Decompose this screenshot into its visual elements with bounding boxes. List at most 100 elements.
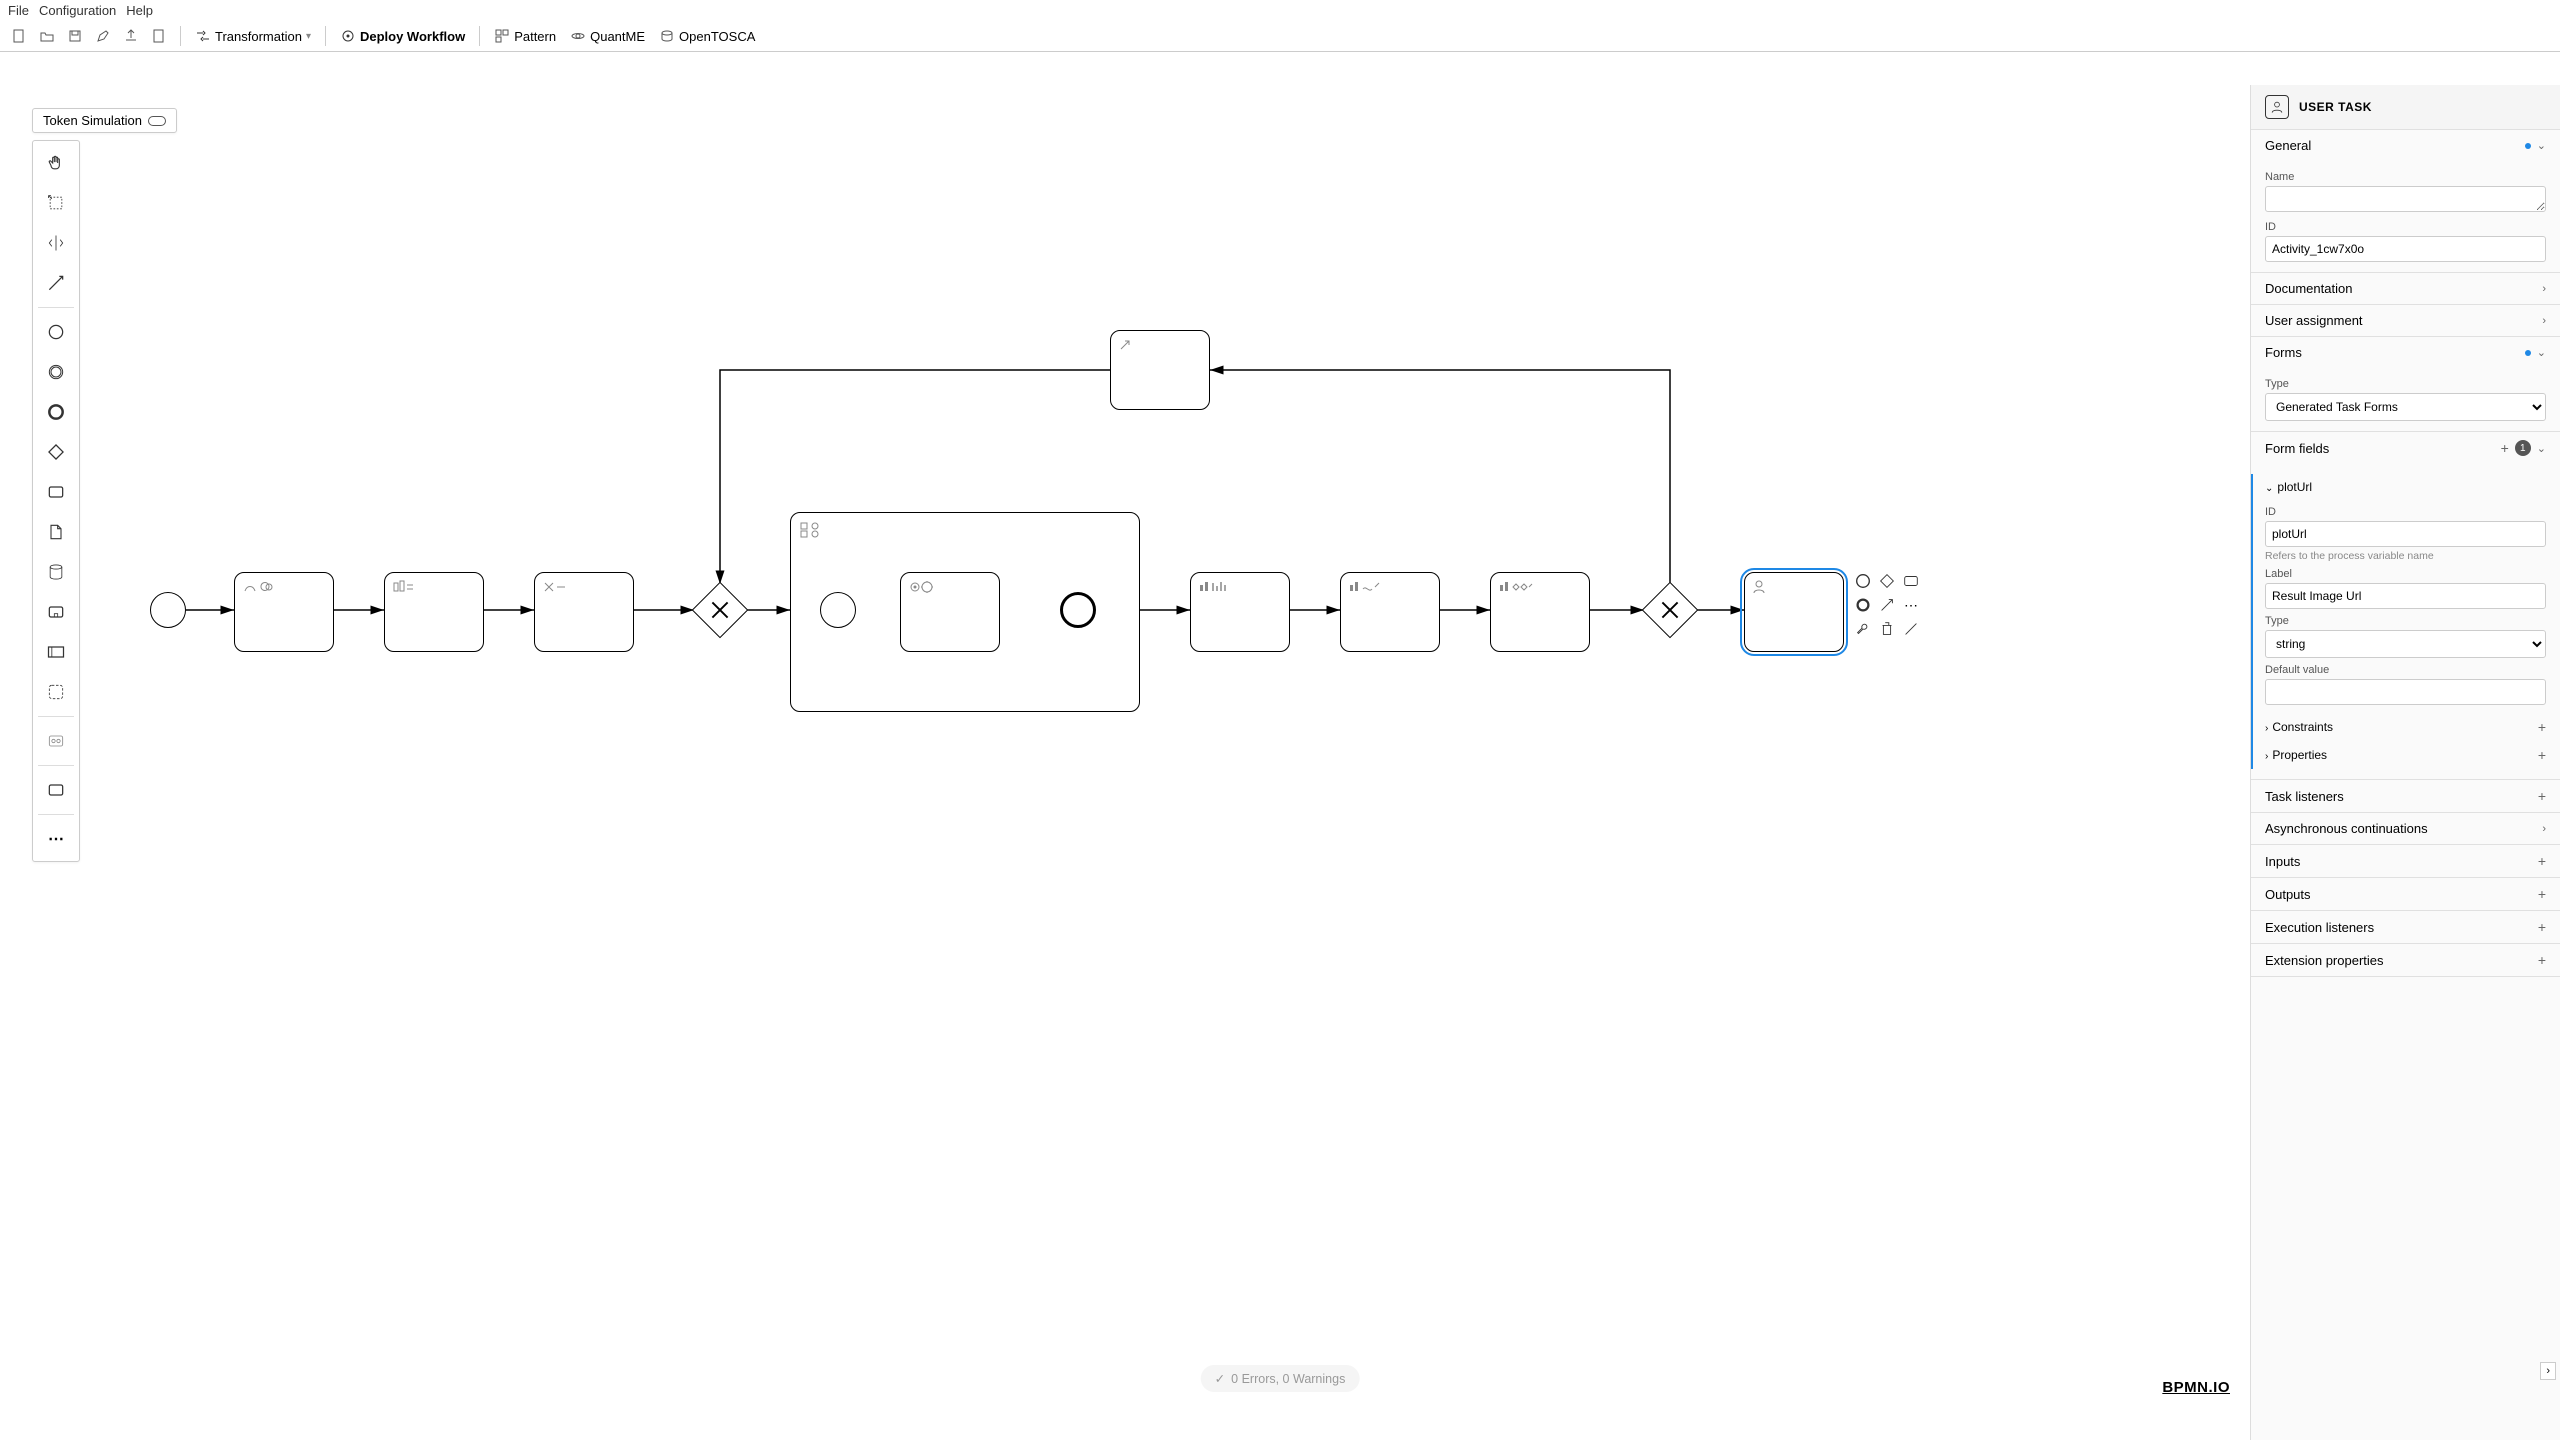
add-output-button[interactable]: +	[2538, 886, 2546, 902]
ff-id-input[interactable]	[2265, 521, 2546, 547]
group-async: Asynchronous continuations ›	[2251, 813, 2560, 845]
group-outputs-header[interactable]: Outputs +	[2251, 878, 2560, 910]
add-task-listener-button[interactable]: +	[2538, 788, 2546, 804]
constraints-header[interactable]: › Constraints +	[2265, 713, 2546, 741]
append-event-icon[interactable]	[1852, 570, 1874, 592]
ff-type-select[interactable]: string	[2265, 630, 2546, 658]
group-general: General ⌄ Name ID	[2251, 130, 2560, 273]
group-exec-listeners: Execution listeners +	[2251, 911, 2560, 944]
toolbar-separator	[479, 26, 480, 46]
collapse-panel-button[interactable]: ›	[2540, 1362, 2556, 1380]
bpmn-io-logo[interactable]: BPMN.IO	[2162, 1379, 2230, 1396]
group-ext-props-header[interactable]: Extension properties +	[2251, 944, 2560, 976]
status-bar[interactable]: ✓ 0 Errors, 0 Warnings	[1201, 1365, 1360, 1392]
add-form-field-button[interactable]: +	[2501, 440, 2509, 456]
ff-label-input[interactable]	[2265, 583, 2546, 609]
opentosca-label: OpenTOSCA	[679, 29, 755, 44]
group-forms-header[interactable]: Forms ⌄	[2251, 337, 2560, 368]
wrench-icon[interactable]	[1852, 618, 1874, 640]
add-property-button[interactable]: +	[2538, 747, 2546, 763]
form-field-item-header[interactable]: ⌄plotUrl	[2265, 474, 2546, 500]
task-7[interactable]	[1490, 572, 1590, 652]
group-user-assignment-header[interactable]: User assignment ›	[2251, 305, 2560, 336]
sub-task[interactable]	[900, 572, 1000, 652]
delete-icon[interactable]	[1876, 618, 1898, 640]
task-6[interactable]	[1340, 572, 1440, 652]
group-documentation: Documentation ›	[2251, 273, 2560, 305]
quantme-button[interactable]: QuantME	[566, 26, 649, 46]
append-gateway-icon[interactable]	[1876, 570, 1898, 592]
props-title: USER TASK	[2299, 100, 2372, 114]
gateway-1[interactable]	[692, 582, 749, 639]
group-exec-listeners-header[interactable]: Execution listeners +	[2251, 911, 2560, 943]
save-icon[interactable]	[64, 25, 86, 47]
caret-right-icon: ›	[2265, 723, 2268, 734]
id-input[interactable]	[2265, 236, 2546, 262]
diagram-canvas[interactable]: ⋯	[0, 70, 2250, 1440]
group-async-header[interactable]: Asynchronous continuations ›	[2251, 813, 2560, 844]
upload-icon[interactable]	[120, 25, 142, 47]
task-1[interactable]	[234, 572, 334, 652]
add-exec-listener-button[interactable]: +	[2538, 919, 2546, 935]
name-label: Name	[2265, 171, 2546, 183]
group-task-listeners-header[interactable]: Task listeners +	[2251, 780, 2560, 812]
append-end-event-icon[interactable]	[1852, 594, 1874, 616]
new-file-icon[interactable]	[8, 25, 30, 47]
deploy-workflow-button[interactable]: Deploy Workflow	[336, 26, 469, 46]
group-inputs-header[interactable]: Inputs +	[2251, 845, 2560, 877]
caret-right-icon: ›	[2265, 751, 2268, 762]
ff-id-hint: Refers to the process variable name	[2265, 550, 2546, 562]
group-ext-props: Extension properties +	[2251, 944, 2560, 977]
menu-config[interactable]: Configuration	[39, 3, 116, 18]
group-outputs: Outputs +	[2251, 878, 2560, 911]
group-task-listeners-title: Task listeners	[2265, 789, 2344, 804]
download-icon[interactable]	[148, 25, 170, 47]
task-2[interactable]	[384, 572, 484, 652]
gateway-2[interactable]	[1642, 582, 1699, 639]
add-constraint-button[interactable]: +	[2538, 719, 2546, 735]
task-8-user-task[interactable]	[1744, 572, 1844, 652]
group-general-title: General	[2265, 138, 2311, 153]
chevron-down-icon: ⌄	[2537, 442, 2546, 455]
chevron-down-icon: ⌄	[2537, 346, 2546, 359]
user-task-icon	[2265, 95, 2289, 119]
group-inputs-title: Inputs	[2265, 854, 2300, 869]
edit-icon[interactable]	[92, 25, 114, 47]
task-5[interactable]	[1190, 572, 1290, 652]
loop-task[interactable]	[1110, 330, 1210, 410]
more-icon[interactable]: ⋯	[1900, 594, 1922, 616]
ff-default-input[interactable]	[2265, 679, 2546, 705]
group-exec-listeners-title: Execution listeners	[2265, 920, 2374, 935]
add-ext-prop-button[interactable]: +	[2538, 952, 2546, 968]
constraints-title: Constraints	[2272, 720, 2333, 734]
caret-down-icon: ⌄	[2265, 483, 2273, 494]
pattern-label: Pattern	[514, 29, 556, 44]
pattern-button[interactable]: Pattern	[490, 26, 560, 46]
connect-icon[interactable]	[1900, 618, 1922, 640]
toolbar-separator	[180, 26, 181, 46]
annotation-icon[interactable]	[1876, 594, 1898, 616]
properties-title: Properties	[2272, 748, 2327, 762]
opentosca-button[interactable]: OpenTOSCA	[655, 26, 759, 46]
open-folder-icon[interactable]	[36, 25, 58, 47]
name-input[interactable]	[2265, 186, 2546, 212]
context-pad: ⋯	[1852, 570, 1922, 640]
sub-start-event[interactable]	[820, 592, 856, 628]
chevron-right-icon: ›	[2542, 823, 2546, 835]
menu-help[interactable]: Help	[126, 3, 153, 18]
group-documentation-header[interactable]: Documentation ›	[2251, 273, 2560, 304]
properties-header[interactable]: › Properties +	[2265, 741, 2546, 769]
forms-type-select[interactable]: Generated Task Forms	[2265, 393, 2546, 421]
sub-end-event[interactable]	[1060, 592, 1096, 628]
start-event[interactable]	[150, 592, 186, 628]
group-general-header[interactable]: General ⌄	[2251, 130, 2560, 161]
group-async-title: Asynchronous continuations	[2265, 821, 2428, 836]
task-3[interactable]	[534, 572, 634, 652]
forms-type-label: Type	[2265, 378, 2546, 390]
group-form-fields-header[interactable]: Form fields + 1 ⌄	[2251, 432, 2560, 464]
add-input-button[interactable]: +	[2538, 853, 2546, 869]
append-task-icon[interactable]	[1900, 570, 1922, 592]
transformation-button[interactable]: Transformation ▾	[191, 26, 315, 46]
chevron-down-icon: ⌄	[2537, 139, 2546, 152]
menu-file[interactable]: File	[8, 3, 29, 18]
